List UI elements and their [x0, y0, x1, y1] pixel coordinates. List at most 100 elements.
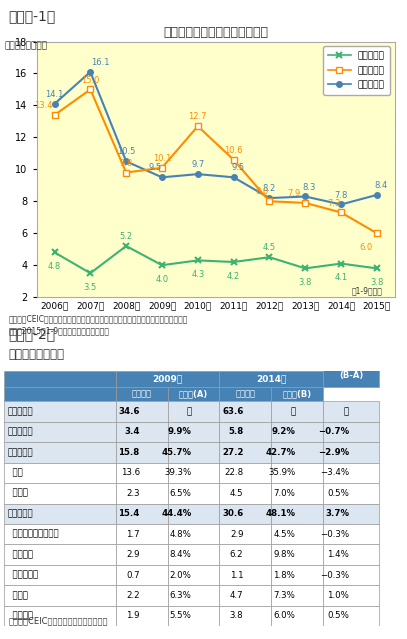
- Text: （資料）CEIC（出所は中国国家統計局）: （資料）CEIC（出所は中国国家統計局）: [8, 616, 107, 625]
- Bar: [271, 483, 323, 504]
- Text: 63.6: 63.6: [222, 407, 243, 416]
- Text: 9.2%: 9.2%: [271, 427, 295, 436]
- Text: 1.7: 1.7: [126, 530, 140, 539]
- Text: 1.4%: 1.4%: [327, 550, 349, 559]
- Text: 金融業: 金融業: [7, 591, 28, 600]
- Text: 宿泊飲食業: 宿泊飲食業: [7, 571, 38, 580]
- Bar: [219, 544, 271, 565]
- Text: （1-9月期）: （1-9月期）: [352, 287, 383, 296]
- Text: 7.3%: 7.3%: [274, 591, 295, 600]
- Text: －: －: [186, 407, 192, 416]
- Bar: [4, 371, 116, 387]
- Legend: 第１次産業, 第２次産業, 第３次産業: 第１次産業, 第２次産業, 第３次産業: [323, 46, 390, 95]
- Text: 6.3%: 6.3%: [170, 591, 192, 600]
- Text: 2014年: 2014年: [256, 374, 287, 383]
- Bar: [4, 524, 116, 544]
- Text: 6.5%: 6.5%: [170, 489, 192, 498]
- Bar: [271, 524, 323, 544]
- Text: 卸小売業: 卸小売業: [7, 550, 33, 559]
- Bar: [4, 387, 116, 401]
- Text: 7.8: 7.8: [335, 190, 348, 199]
- Bar: [4, 442, 116, 463]
- Text: 交通運輸倉庫郵便業: 交通運輸倉庫郵便業: [7, 530, 59, 539]
- Text: 5.5%: 5.5%: [170, 612, 192, 620]
- Text: 3.8: 3.8: [299, 278, 312, 287]
- Text: 建築業: 建築業: [7, 489, 28, 498]
- Bar: [219, 483, 271, 504]
- Text: 3.7%: 3.7%: [325, 509, 349, 518]
- Text: 6.0%: 6.0%: [274, 612, 295, 620]
- Bar: [168, 606, 219, 626]
- Bar: [4, 463, 116, 483]
- Text: 6.0: 6.0: [359, 243, 372, 252]
- Text: （図表-2）: （図表-2）: [8, 327, 55, 341]
- Bar: [219, 565, 271, 585]
- Text: 2.0%: 2.0%: [170, 571, 192, 580]
- Bar: [219, 371, 323, 387]
- Text: 15.8: 15.8: [118, 448, 140, 457]
- Text: シェア変化
(B-A): シェア変化 (B-A): [339, 361, 363, 380]
- Bar: [4, 544, 116, 565]
- Text: 不動産業: 不動産業: [7, 612, 33, 620]
- Bar: [116, 585, 168, 606]
- Text: 42.7%: 42.7%: [265, 448, 295, 457]
- Bar: [116, 606, 168, 626]
- Bar: [271, 565, 323, 585]
- Text: 9.8%: 9.8%: [274, 550, 295, 559]
- Bar: [168, 401, 219, 422]
- Text: 15.4: 15.4: [118, 509, 140, 518]
- Bar: [323, 544, 379, 565]
- Bar: [323, 504, 379, 524]
- Text: 4.0: 4.0: [155, 275, 168, 284]
- Text: −3.4%: −3.4%: [320, 468, 349, 477]
- Text: 13.6: 13.6: [120, 468, 140, 477]
- Bar: [4, 585, 116, 606]
- Text: シェア(A): シェア(A): [179, 390, 208, 399]
- Bar: [116, 544, 168, 565]
- Text: 7.3: 7.3: [328, 199, 341, 208]
- Bar: [4, 606, 116, 626]
- Text: 4.2: 4.2: [227, 272, 240, 281]
- Text: −0.3%: −0.3%: [320, 530, 349, 539]
- Text: －: －: [344, 407, 349, 416]
- Bar: [168, 504, 219, 524]
- Text: （注）2015年1-9月期の前年同期比を掲載: （注）2015年1-9月期の前年同期比を掲載: [8, 326, 109, 335]
- Text: 工業: 工業: [7, 468, 23, 477]
- Text: 22.8: 22.8: [224, 468, 243, 477]
- Text: 4.5: 4.5: [263, 243, 276, 252]
- Text: 4.5%: 4.5%: [274, 530, 295, 539]
- Text: 5.2: 5.2: [120, 232, 133, 241]
- Text: 12.7: 12.7: [188, 112, 207, 121]
- Text: （前年同期比％）: （前年同期比％）: [4, 42, 47, 50]
- Bar: [271, 585, 323, 606]
- Bar: [116, 504, 168, 524]
- Bar: [116, 371, 219, 387]
- Bar: [4, 565, 116, 585]
- Text: 8.4%: 8.4%: [170, 550, 192, 559]
- Bar: [271, 387, 323, 401]
- Bar: [323, 524, 379, 544]
- Text: 10.5: 10.5: [117, 148, 136, 157]
- Bar: [271, 422, 323, 442]
- Text: 2009年: 2009年: [153, 374, 183, 383]
- Bar: [271, 504, 323, 524]
- Text: 4.7: 4.7: [230, 591, 243, 600]
- Text: 1.0%: 1.0%: [327, 591, 349, 600]
- Text: 15.0: 15.0: [81, 75, 100, 84]
- Bar: [168, 422, 219, 442]
- Text: 6.2: 6.2: [230, 550, 243, 559]
- Bar: [323, 606, 379, 626]
- Text: −0.7%: −0.7%: [318, 427, 349, 436]
- Text: 9.9%: 9.9%: [168, 427, 192, 436]
- Text: 3.5: 3.5: [84, 283, 97, 292]
- Text: 27.2: 27.2: [222, 448, 243, 457]
- Bar: [219, 585, 271, 606]
- Bar: [116, 422, 168, 442]
- Bar: [219, 524, 271, 544]
- Bar: [116, 565, 168, 585]
- Bar: [116, 463, 168, 483]
- Bar: [168, 524, 219, 544]
- Text: 第３次産業: 第３次産業: [7, 509, 33, 518]
- Text: （兆元）: （兆元）: [132, 390, 152, 399]
- Bar: [168, 565, 219, 585]
